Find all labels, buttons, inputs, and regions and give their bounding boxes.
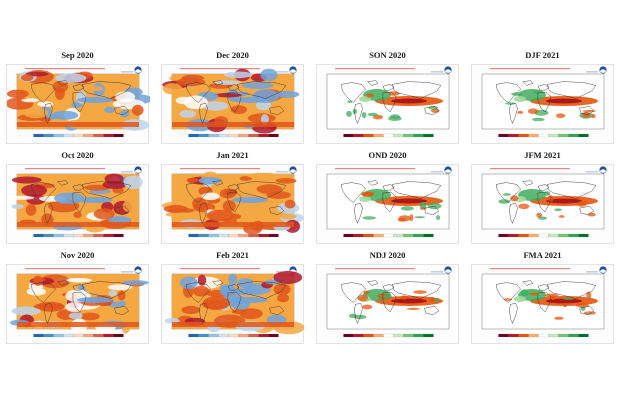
- temperature-anomaly-map: [7, 66, 150, 138]
- panel-title: SON 2020: [369, 50, 406, 60]
- panel-title: Jan 2021: [216, 150, 249, 160]
- figure-caption-mark: [335, 68, 415, 70]
- temperature-anomaly-map: [8, 166, 143, 238]
- figure-caption-mark: [25, 68, 105, 70]
- figure-caption-mark: [335, 268, 415, 270]
- figure-caption-mark: [25, 268, 105, 270]
- colorbar: [33, 133, 124, 138]
- map-panel: Dec 2020: [155, 48, 310, 148]
- panel-title: Dec 2020: [216, 50, 249, 60]
- panel-title: Feb 2021: [216, 250, 249, 260]
- noaa-logo-icon: [431, 166, 452, 174]
- map-panel: Oct 2020: [0, 148, 155, 248]
- figure-caption-mark: [490, 68, 570, 70]
- noaa-logo-icon: [121, 66, 142, 74]
- map-panel: NDJ 2020: [310, 248, 465, 348]
- figure-caption-mark: [180, 268, 260, 270]
- temperature-anomaly-map: [162, 66, 300, 138]
- map-panel: SON 2020: [310, 48, 465, 148]
- forecast-map-grid: Sep 2020 Dec 2020 SON 2020 DJF 2021 Oct 2020…: [0, 48, 620, 348]
- map-panel: DJF 2021: [465, 48, 620, 148]
- panel-title: JFM 2021: [524, 150, 561, 160]
- precipitation-anomaly-map: [326, 166, 452, 238]
- panel-title: Oct 2020: [61, 150, 94, 160]
- colorbar: [343, 333, 434, 338]
- map-area: [481, 273, 605, 330]
- colorbar: [498, 333, 589, 338]
- map-card: [316, 64, 459, 144]
- figure-caption-mark: [180, 168, 260, 170]
- map-panel: Sep 2020: [0, 48, 155, 148]
- noaa-logo-icon: [121, 266, 142, 274]
- noaa-logo-icon: [586, 266, 607, 274]
- panel-title: Nov 2020: [60, 250, 95, 260]
- colorbar: [498, 233, 589, 238]
- map-card: [161, 64, 304, 144]
- colorbar: [188, 333, 279, 338]
- map-card: [471, 164, 614, 244]
- map-panel: OND 2020: [310, 148, 465, 248]
- figure-caption-mark: [335, 168, 415, 170]
- temperature-anomaly-map: [164, 266, 305, 338]
- noaa-logo-icon: [431, 66, 452, 74]
- map-card: [316, 164, 459, 244]
- noaa-logo-icon: [586, 166, 607, 174]
- colorbar: [498, 133, 589, 138]
- precipitation-anomaly-map: [481, 166, 607, 238]
- figure-caption-mark: [180, 68, 260, 70]
- map-card: [471, 264, 614, 344]
- map-area: [481, 173, 605, 230]
- map-area: [326, 73, 450, 130]
- map-panel: Nov 2020: [0, 248, 155, 348]
- precipitation-anomaly-map: [326, 66, 452, 138]
- figure-caption-mark: [490, 168, 570, 170]
- colorbar: [343, 233, 434, 238]
- noaa-logo-icon: [121, 166, 142, 174]
- figure-caption-mark: [25, 168, 105, 170]
- colorbar: [188, 133, 279, 138]
- map-card: [6, 264, 149, 344]
- map-area: [326, 173, 450, 230]
- noaa-logo-icon: [431, 266, 452, 274]
- noaa-logo-icon: [586, 66, 607, 74]
- map-card: [161, 264, 305, 344]
- panel-title: NDJ 2020: [369, 250, 406, 260]
- colorbar: [33, 233, 124, 238]
- map-card: [161, 164, 305, 244]
- panel-title: DJF 2021: [525, 50, 560, 60]
- map-area: [164, 271, 305, 335]
- figure-caption-mark: [490, 268, 570, 270]
- map-area: [481, 73, 605, 130]
- precipitation-anomaly-map: [481, 66, 607, 138]
- map-area: [10, 273, 149, 334]
- panel-title: Sep 2020: [61, 50, 94, 60]
- panel-title: OND 2020: [368, 150, 407, 160]
- map-area: [8, 173, 143, 233]
- map-panel: JFM 2021: [465, 148, 620, 248]
- map-panel: Feb 2021: [155, 248, 310, 348]
- precipitation-anomaly-map: [481, 266, 607, 338]
- panel-title: FMA 2021: [523, 250, 562, 260]
- map-area: [162, 68, 300, 134]
- map-card: [471, 64, 614, 144]
- noaa-logo-icon: [276, 66, 297, 74]
- colorbar: [33, 333, 124, 338]
- map-panel: Jan 2021: [155, 148, 310, 248]
- map-card: [6, 164, 149, 244]
- map-card: [316, 264, 459, 344]
- colorbar: [188, 233, 279, 238]
- map-card: [6, 64, 150, 144]
- map-area: [7, 70, 150, 131]
- precipitation-anomaly-map: [326, 266, 452, 338]
- temperature-anomaly-map: [10, 266, 149, 338]
- map-panel: FMA 2021: [465, 248, 620, 348]
- map-area: [162, 171, 305, 235]
- colorbar: [343, 133, 434, 138]
- noaa-logo-icon: [276, 166, 297, 174]
- temperature-anomaly-map: [162, 166, 305, 238]
- map-area: [326, 273, 450, 330]
